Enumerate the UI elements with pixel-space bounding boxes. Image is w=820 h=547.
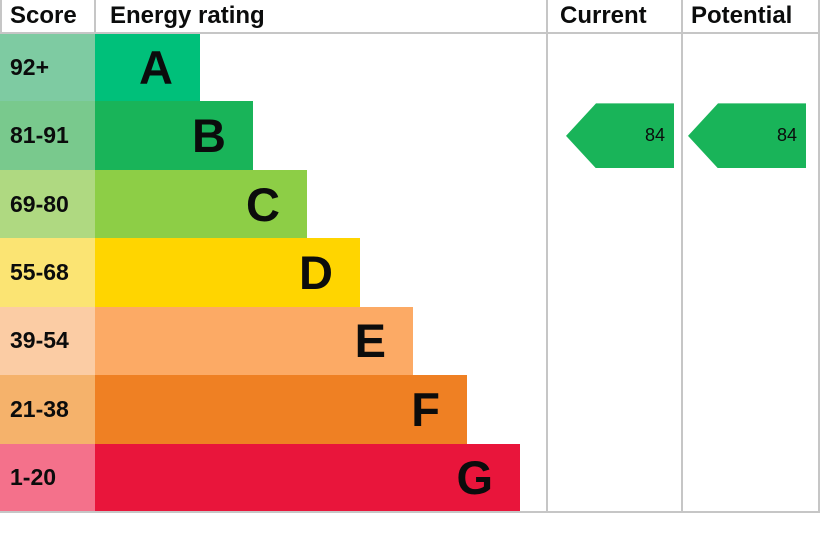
- band-letter-e: E: [354, 314, 386, 368]
- header-score: Score: [10, 2, 77, 29]
- header-potential: Potential: [691, 2, 793, 29]
- divider-score-rating: [94, 0, 96, 33]
- score-range-c: 69-80: [0, 169, 95, 239]
- header-underline: [0, 31, 820, 34]
- band-letter-g: G: [456, 451, 493, 505]
- divider-right-edge: [818, 0, 820, 512]
- divider-potential-column: [681, 0, 683, 512]
- band-letter-d: D: [299, 245, 333, 299]
- current-rating-value: 84: [644, 125, 665, 146]
- score-range-g: 1-20: [0, 443, 95, 512]
- rating-bar-a: A: [95, 33, 200, 102]
- score-range-f: 21-38: [0, 375, 95, 444]
- band-letter-c: C: [246, 177, 280, 231]
- rating-bar-f: F: [95, 375, 467, 444]
- score-range-e: 39-54: [0, 306, 95, 376]
- rating-bar-d: D: [95, 238, 360, 307]
- band-row-e: 39-54 E: [0, 306, 820, 376]
- band-row-b: 81-91 B: [0, 101, 820, 170]
- band-row-g: 1-20 G: [0, 443, 820, 512]
- rating-bar-e: E: [95, 306, 413, 376]
- band-row-c: 69-80 C: [0, 169, 820, 239]
- potential-rating-value: 84: [776, 125, 797, 146]
- band-row-f: 21-38 F: [0, 375, 820, 444]
- chart-bottom-line: [0, 511, 820, 513]
- band-row-a: 92+ A: [0, 33, 820, 102]
- score-range-d: 55-68: [0, 238, 95, 307]
- divider-current-column: [546, 0, 548, 512]
- header-current: Current: [560, 2, 647, 29]
- band-letter-b: B: [192, 109, 226, 163]
- rating-bar-c: C: [95, 169, 307, 239]
- rating-bar-b: B: [95, 101, 253, 170]
- divider-header-left-edge: [0, 0, 2, 33]
- band-letter-f: F: [411, 382, 440, 436]
- band-row-d: 55-68 D: [0, 238, 820, 307]
- header-energy-rating: Energy rating: [110, 2, 265, 29]
- band-letter-a: A: [139, 40, 173, 94]
- score-range-a: 92+: [0, 33, 95, 102]
- rating-bar-g: G: [95, 443, 520, 512]
- score-range-b: 81-91: [0, 101, 95, 170]
